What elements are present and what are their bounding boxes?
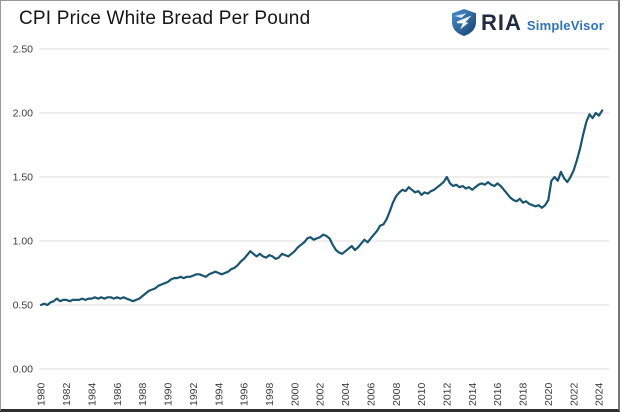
x-axis-label: 2014	[467, 382, 479, 406]
y-axis-label: 1.00	[13, 236, 34, 248]
x-axis-label: 2016	[492, 382, 504, 406]
x-axis-label: 2006	[365, 382, 377, 406]
x-axis-label: 2004	[340, 382, 352, 406]
y-axis-label: 1.50	[13, 172, 34, 184]
y-axis-label: 0.50	[13, 300, 34, 312]
x-axis-label: 1982	[61, 382, 73, 406]
x-axis-label: 2012	[442, 382, 454, 406]
x-axis-label: 1984	[86, 382, 98, 406]
simplevisor-text: SimpleVisor	[526, 17, 604, 33]
x-axis-label: 1988	[137, 382, 149, 406]
y-axis-label: 2.00	[13, 108, 34, 120]
x-axis-label: 2024	[594, 382, 606, 406]
x-axis-label: 2020	[543, 382, 555, 406]
x-axis-label: 1996	[239, 382, 251, 406]
ria-brand-text: RIA	[481, 9, 522, 35]
y-axis-label: 2.50	[13, 44, 34, 56]
ria-simplevisor-logo: RIA SimpleVisor	[452, 9, 604, 36]
x-axis-label: 1998	[264, 382, 276, 406]
price-line	[39, 109, 604, 307]
x-axis-label: 2010	[416, 382, 428, 406]
y-axis-label: 0.00	[13, 364, 34, 376]
x-axis-label: 2002	[315, 382, 327, 406]
x-axis-label: 1990	[163, 382, 175, 406]
x-axis-label: 2022	[568, 382, 580, 406]
x-axis-label: 2000	[289, 382, 301, 406]
ria-shield-icon	[452, 9, 476, 36]
x-axis-label: 1992	[188, 382, 200, 406]
x-axis-label: 2008	[391, 382, 403, 406]
x-axis-label: 2018	[518, 382, 530, 406]
x-axis-label: 1994	[213, 382, 225, 406]
chart-title: CPI Price White Bread Per Pound	[19, 8, 311, 29]
x-axis-label: 1980	[36, 382, 48, 406]
x-axis-label: 1986	[112, 382, 124, 406]
